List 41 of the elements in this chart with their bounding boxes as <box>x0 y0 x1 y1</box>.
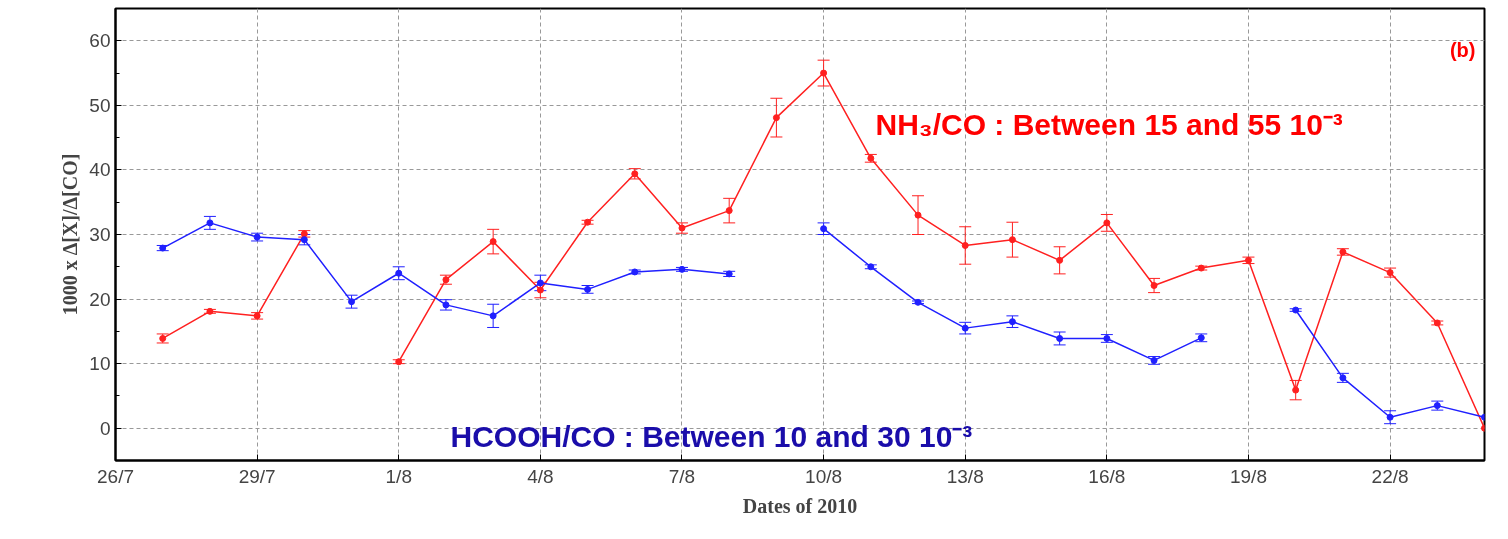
x-tick-label: 22/8 <box>1371 465 1409 487</box>
y-tick-label: 10 <box>89 353 111 375</box>
point <box>536 286 544 294</box>
point <box>1292 386 1300 394</box>
x-tick-label: 29/7 <box>238 465 276 487</box>
x-tick-label: 4/8 <box>527 465 554 487</box>
point <box>914 211 922 219</box>
annotation: (b) <box>1449 38 1476 61</box>
annotation: NH₃/CO : Between 15 and 55 10⁻³ <box>875 107 1343 141</box>
y-tick-label: 50 <box>89 94 111 116</box>
point <box>1386 413 1394 421</box>
x-tick-label: 26/7 <box>97 465 134 487</box>
x-tick-label: 19/8 <box>1229 465 1267 487</box>
x-tick-label: 16/8 <box>1088 465 1126 487</box>
annotation: HCOOH/CO : Between 10 and 30 10⁻³ <box>450 419 973 453</box>
y-axis-title: 1000 x Δ[X]/Δ[CO] <box>59 153 82 316</box>
x-tick-label: 10/8 <box>805 465 843 487</box>
point <box>820 69 828 77</box>
point <box>1008 236 1016 244</box>
point <box>348 298 356 306</box>
point <box>206 219 214 227</box>
x-tick-label: 13/8 <box>946 465 984 487</box>
point <box>395 269 403 277</box>
y-tick-label: 0 <box>99 417 111 439</box>
x-axis-title: Dates of 2010 <box>742 494 858 517</box>
point <box>1150 282 1158 290</box>
x-tick-label: 1/8 <box>385 465 412 487</box>
y-tick-label: 60 <box>89 30 111 52</box>
point <box>1056 256 1064 264</box>
point <box>536 279 544 287</box>
point <box>1103 219 1111 227</box>
y-tick-label: 40 <box>89 159 111 181</box>
point <box>725 207 733 215</box>
point <box>961 241 969 249</box>
point <box>772 114 780 122</box>
y-tick-label: 20 <box>89 288 111 310</box>
y-tick-label: 30 <box>89 224 111 245</box>
point <box>489 312 497 320</box>
x-tick-label: 7/8 <box>668 465 696 487</box>
point <box>489 238 497 246</box>
point <box>1056 334 1064 342</box>
